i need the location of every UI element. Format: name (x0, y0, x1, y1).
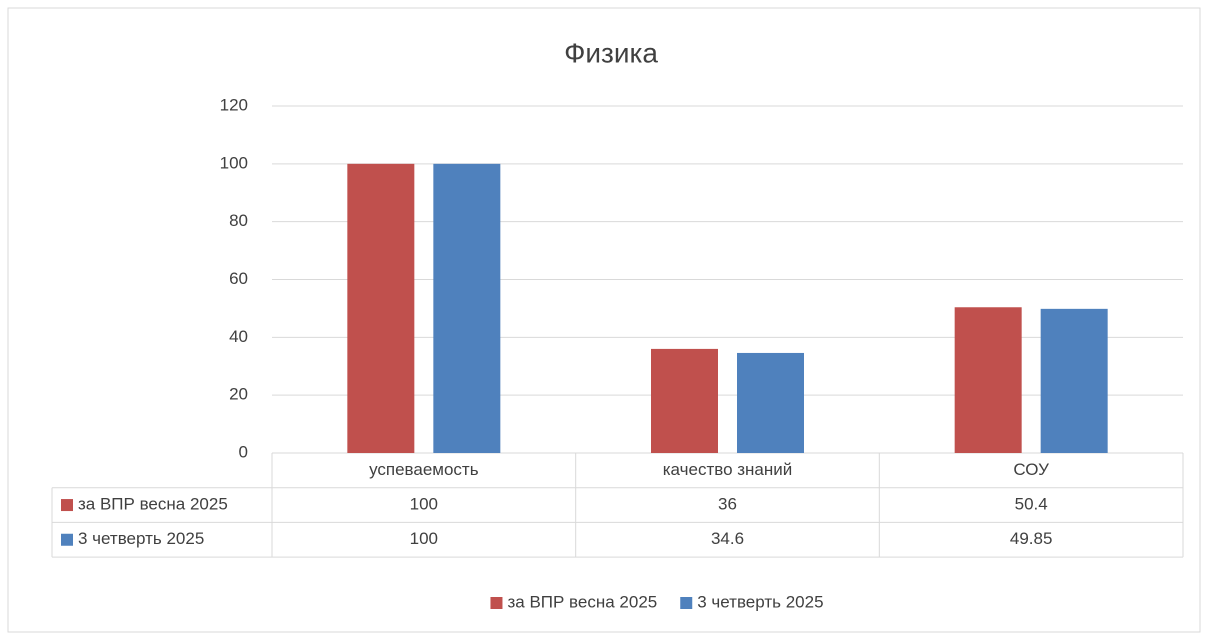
table-row-label: за ВПР весна 2025 (78, 495, 228, 514)
bar (347, 163, 415, 454)
y-tick-label: 120 (220, 95, 248, 114)
table-value: 36 (718, 495, 737, 514)
y-tick-label: 40 (229, 327, 248, 346)
table-value: 49.85 (1010, 529, 1053, 548)
bar (651, 348, 718, 453)
legend-label: 3 четверть 2025 (697, 592, 823, 611)
table-legend-key (61, 499, 73, 512)
y-tick-label: 80 (229, 211, 248, 230)
table-value: 100 (410, 495, 438, 514)
x-tick-label: качество знаний (663, 460, 793, 479)
bar (737, 352, 804, 453)
bar (1040, 308, 1108, 453)
table-value: 50.4 (1015, 495, 1048, 514)
legend-label: за ВПР весна 2025 (507, 592, 657, 611)
y-tick-label: 20 (229, 385, 248, 404)
table-value: 100 (410, 529, 438, 548)
legend-key (680, 597, 693, 609)
y-tick-label: 60 (229, 269, 248, 288)
x-tick-label: успеваемость (369, 460, 479, 479)
table-legend-key (61, 533, 73, 546)
bar (954, 307, 1022, 453)
x-tick-label: СОУ (1013, 460, 1049, 479)
legend-key (490, 597, 503, 609)
table-value: 34.6 (711, 529, 744, 548)
bar (433, 163, 501, 454)
y-tick-label: 100 (220, 153, 248, 172)
table-row-label: 3 четверть 2025 (78, 529, 204, 548)
y-tick-label: 0 (239, 442, 248, 461)
chart-title: Физика (564, 37, 658, 68)
